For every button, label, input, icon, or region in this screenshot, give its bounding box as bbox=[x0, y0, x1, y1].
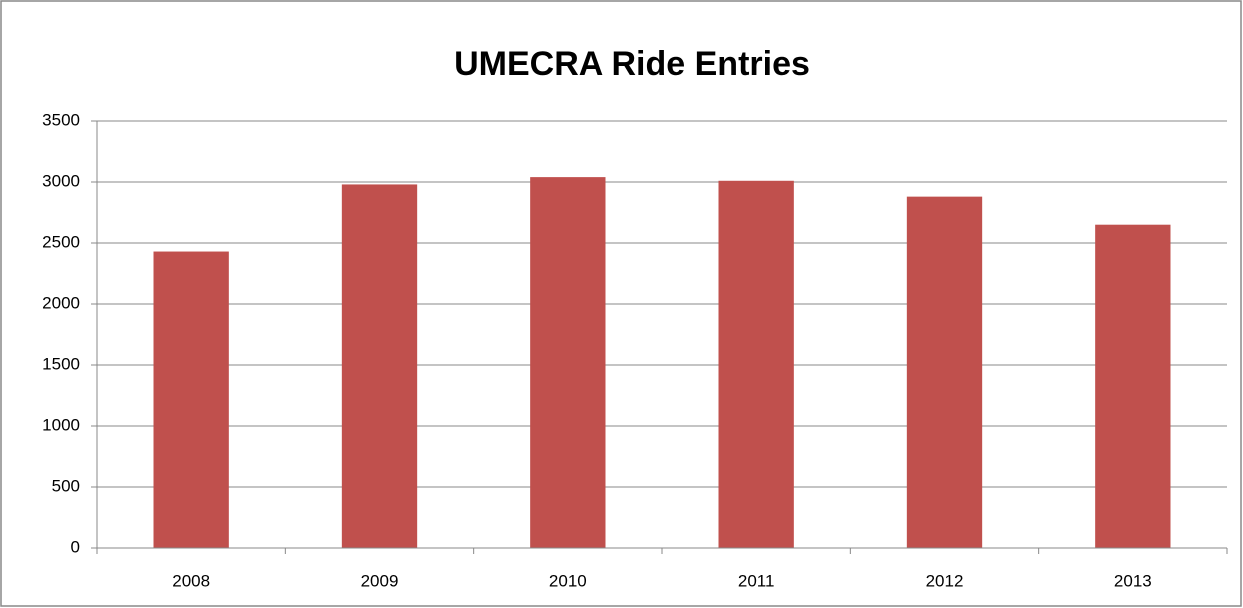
y-tick-label: 2500 bbox=[42, 232, 80, 251]
bar bbox=[1095, 224, 1171, 548]
y-tick-label: 0 bbox=[71, 537, 80, 556]
x-tick-label: 2012 bbox=[926, 571, 964, 590]
bar bbox=[341, 184, 418, 548]
x-tick-label: 2013 bbox=[1114, 571, 1152, 590]
y-tick-label: 3000 bbox=[42, 171, 80, 190]
x-tick-label: 2011 bbox=[738, 571, 775, 590]
y-tick-label: 2000 bbox=[42, 293, 80, 312]
bar bbox=[906, 196, 983, 548]
y-tick-label: 3500 bbox=[42, 110, 80, 129]
y-tick-label: 1000 bbox=[42, 415, 80, 434]
y-tick-label: 1500 bbox=[42, 354, 80, 373]
bar bbox=[153, 251, 229, 549]
bar bbox=[718, 180, 794, 548]
x-tick-label: 2009 bbox=[361, 571, 399, 590]
x-tick-label: 2010 bbox=[549, 571, 587, 590]
y-tick-label: 500 bbox=[52, 476, 80, 495]
bar bbox=[530, 177, 606, 548]
x-tick-label: 2008 bbox=[172, 571, 210, 590]
chart-title: UMECRA Ride Entries bbox=[454, 45, 810, 83]
